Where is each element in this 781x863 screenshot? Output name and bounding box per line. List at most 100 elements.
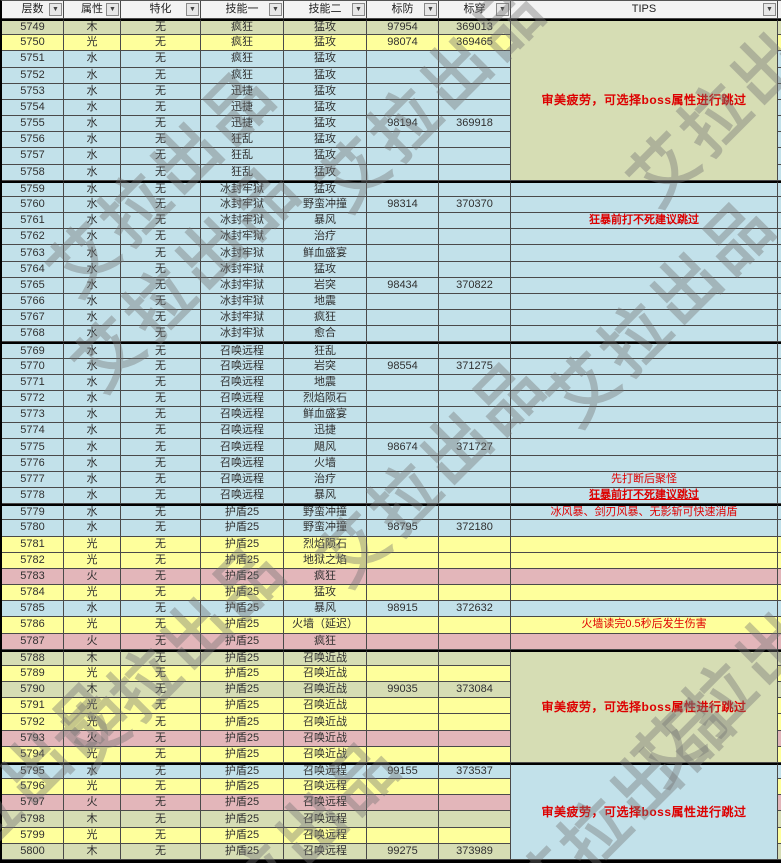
cell-overflow[interactable] (778, 229, 781, 246)
cell-pen[interactable]: 370370 (439, 196, 511, 214)
cell-pen[interactable] (439, 779, 511, 796)
cell-tips[interactable] (511, 520, 778, 537)
cell-overflow[interactable] (778, 504, 781, 521)
cell-skill2[interactable]: 愈合 (284, 326, 367, 343)
cell-pen[interactable] (439, 552, 511, 569)
cell-skill2[interactable]: 召唤远程 (284, 795, 367, 812)
cell-def[interactable]: 98674 (367, 439, 439, 456)
cell-tips[interactable] (511, 423, 778, 440)
cell-tips[interactable] (511, 374, 778, 391)
cell-pen[interactable] (439, 504, 511, 521)
cell-overflow[interactable] (778, 180, 781, 197)
cell-attribute[interactable]: 水 (64, 504, 121, 521)
cell-overflow[interactable] (778, 423, 781, 440)
cell-spec[interactable]: 无 (121, 19, 201, 36)
cell-tips[interactable] (511, 245, 778, 262)
cell-floor[interactable]: 5796 (2, 779, 64, 796)
cell-pen[interactable] (439, 229, 511, 246)
filter-dropdown-icon[interactable]: ▼ (106, 3, 119, 16)
cell-def[interactable] (367, 326, 439, 343)
cell-skill1[interactable]: 护盾25 (201, 730, 284, 747)
cell-tips[interactable] (511, 439, 778, 456)
cell-floor[interactable]: 5776 (2, 455, 64, 472)
cell-spec[interactable]: 无 (121, 746, 201, 763)
cell-spec[interactable]: 无 (121, 471, 201, 489)
cell-attribute[interactable]: 水 (64, 116, 121, 133)
cell-def[interactable] (367, 779, 439, 796)
filter-dropdown-icon[interactable]: ▼ (496, 3, 509, 16)
cell-spec[interactable]: 无 (121, 390, 201, 408)
cell-pen[interactable]: 369465 (439, 35, 511, 52)
cell-overflow[interactable] (778, 196, 781, 214)
cell-pen[interactable] (439, 617, 511, 634)
cell-pen[interactable] (439, 488, 511, 505)
cell-pen[interactable] (439, 180, 511, 197)
cell-def[interactable]: 98074 (367, 35, 439, 52)
cell-floor[interactable]: 5774 (2, 423, 64, 440)
cell-skill1[interactable]: 护盾25 (201, 568, 284, 586)
cell-pen[interactable]: 370822 (439, 277, 511, 294)
cell-skill2[interactable]: 烈焰陨石 (284, 536, 367, 553)
cell-def[interactable]: 98915 (367, 601, 439, 618)
cell-overflow[interactable] (778, 843, 781, 860)
cell-def[interactable]: 99155 (367, 762, 439, 780)
cell-overflow[interactable] (778, 795, 781, 812)
cell-floor[interactable]: 5772 (2, 390, 64, 408)
cell-spec[interactable]: 无 (121, 617, 201, 634)
cell-overflow[interactable] (778, 407, 781, 424)
cell-skill2[interactable]: 野蛮冲撞 (284, 196, 367, 214)
cell-attribute[interactable]: 光 (64, 665, 121, 683)
cell-skill1[interactable]: 护盾25 (201, 649, 284, 666)
cell-spec[interactable]: 无 (121, 633, 201, 650)
cell-floor[interactable]: 5794 (2, 746, 64, 763)
cell-tips[interactable] (511, 552, 778, 569)
filter-dropdown-icon[interactable]: ▼ (424, 3, 437, 16)
cell-skill1[interactable]: 护盾25 (201, 698, 284, 715)
cell-skill1[interactable]: 迅捷 (201, 83, 284, 100)
cell-skill2[interactable]: 猛攻 (284, 132, 367, 149)
cell-attribute[interactable]: 火 (64, 795, 121, 812)
cell-spec[interactable]: 无 (121, 520, 201, 537)
cell-skill2[interactable]: 岩突 (284, 358, 367, 375)
cell-def[interactable] (367, 213, 439, 230)
cell-spec[interactable]: 无 (121, 504, 201, 521)
cell-skill2[interactable]: 猛攻 (284, 585, 367, 602)
cell-spec[interactable]: 无 (121, 811, 201, 828)
cell-skill2[interactable]: 猛攻 (284, 19, 367, 36)
cell-pen[interactable]: 369013 (439, 19, 511, 36)
cell-skill2[interactable]: 猛攻 (284, 164, 367, 181)
cell-skill1[interactable]: 护盾25 (201, 682, 284, 699)
cell-skill2[interactable]: 猛攻 (284, 67, 367, 84)
cell-attribute[interactable]: 水 (64, 488, 121, 505)
cell-spec[interactable]: 无 (121, 439, 201, 456)
cell-skill2[interactable]: 召唤远程 (284, 779, 367, 796)
cell-pen[interactable] (439, 326, 511, 343)
cell-overflow[interactable] (778, 51, 781, 68)
cell-skill1[interactable]: 召唤远程 (201, 342, 284, 359)
cell-tips[interactable] (511, 455, 778, 472)
cell-skill1[interactable]: 召唤远程 (201, 488, 284, 505)
cell-def[interactable] (367, 310, 439, 327)
cell-attribute[interactable]: 水 (64, 455, 121, 472)
cell-overflow[interactable] (778, 568, 781, 586)
cell-def[interactable] (367, 698, 439, 715)
cell-tips[interactable] (511, 196, 778, 214)
cell-skill1[interactable]: 冰封牢狱 (201, 310, 284, 327)
cell-overflow[interactable] (778, 488, 781, 505)
cell-overflow[interactable] (778, 277, 781, 294)
cell-attribute[interactable]: 水 (64, 358, 121, 375)
column-header-attribute[interactable]: 属性 ▼ (64, 1, 121, 19)
cell-skill1[interactable]: 冰封牢狱 (201, 196, 284, 214)
cell-attribute[interactable]: 水 (64, 148, 121, 165)
cell-spec[interactable]: 无 (121, 164, 201, 181)
cell-floor[interactable]: 5778 (2, 488, 64, 505)
cell-skill1[interactable]: 冰封牢狱 (201, 261, 284, 278)
cell-tips[interactable]: 狂暴前打不死建议跳过 (511, 488, 778, 505)
cell-skill2[interactable]: 猛攻 (284, 261, 367, 278)
cell-skill2[interactable]: 疯狂 (284, 633, 367, 650)
cell-skill2[interactable]: 暴风 (284, 213, 367, 230)
cell-skill1[interactable]: 冰封牢狱 (201, 229, 284, 246)
cell-def[interactable]: 98194 (367, 116, 439, 133)
column-header-pen[interactable]: 标穿 ▼ (439, 1, 511, 19)
cell-skill2[interactable]: 猛攻 (284, 116, 367, 133)
